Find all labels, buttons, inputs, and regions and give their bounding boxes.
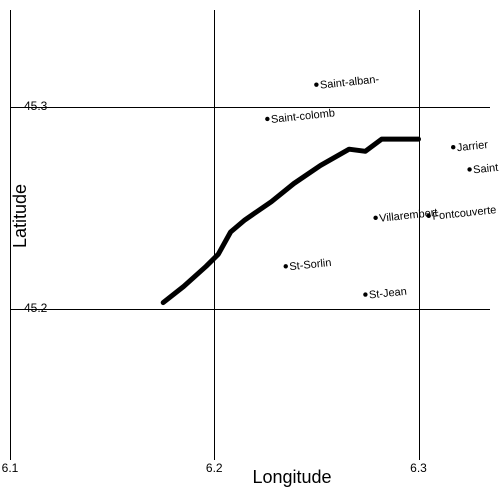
y-tick-label-1: 45.3	[24, 99, 48, 113]
place-marker	[467, 167, 472, 172]
route-line	[160, 136, 421, 306]
place-7: St-Jean	[363, 286, 407, 302]
place-label: Saint-colomb	[270, 107, 335, 126]
place-3: Saint	[467, 162, 499, 177]
place-6: St-Sorlin	[283, 257, 332, 273]
place-label: Jarrier	[456, 139, 489, 154]
x-tick-label-0: 6.1	[2, 461, 19, 475]
x-tick-label-2: 6.3	[410, 461, 427, 475]
tick-labels: 6.1 6.2 6.3 45.2 45.3	[2, 99, 428, 475]
place-label: Saint	[473, 162, 499, 177]
x-axis-title: Longitude	[252, 467, 331, 487]
place-marker	[283, 264, 288, 269]
place-label: Fontcouverte	[432, 204, 497, 223]
place-2: Jarrier	[451, 139, 489, 154]
y-axis-title: Latitude	[10, 184, 30, 248]
place-0: Saint-alban-	[314, 73, 380, 92]
place-marker	[426, 213, 431, 219]
place-marker	[363, 292, 368, 297]
place-marker	[373, 215, 378, 221]
place-label: St-Sorlin	[289, 257, 332, 273]
place-marker	[451, 145, 456, 150]
place-marker	[314, 82, 319, 87]
y-tick-label-0: 45.2	[24, 301, 48, 315]
x-tick-label-1: 6.2	[206, 461, 223, 475]
place-label: Saint-alban-	[319, 73, 380, 91]
route-layer	[160, 136, 421, 306]
place-5: Fontcouverte	[426, 204, 497, 223]
gridlines	[10, 10, 490, 460]
place-1: Saint-colomb	[265, 107, 336, 126]
place-marker	[265, 116, 270, 122]
place-label: St-Jean	[368, 286, 407, 302]
